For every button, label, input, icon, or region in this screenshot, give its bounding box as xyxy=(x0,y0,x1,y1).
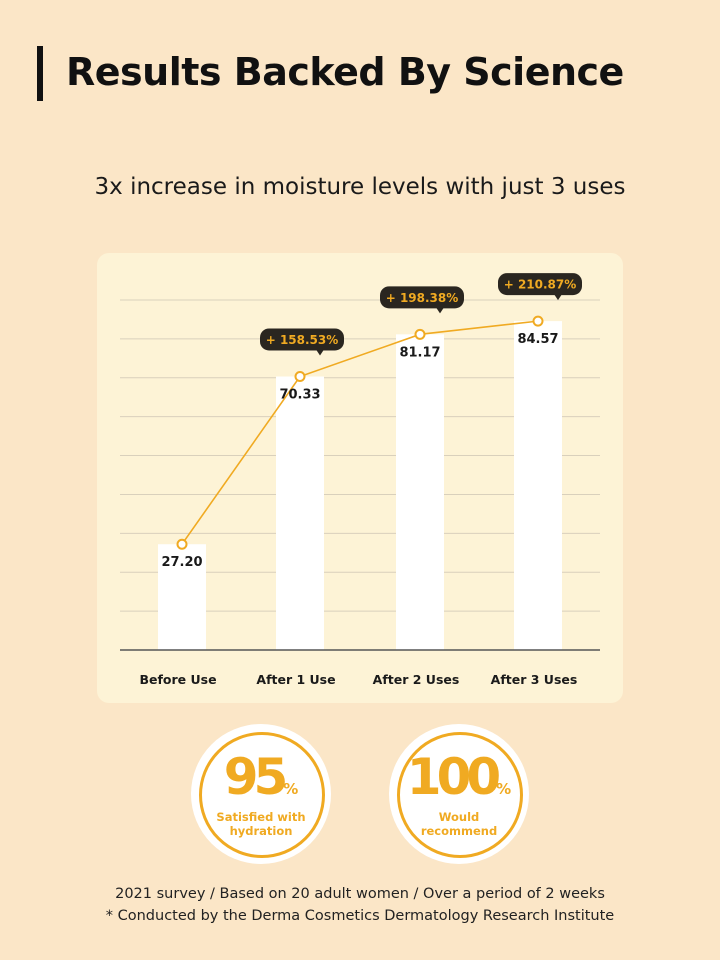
callout-bubble xyxy=(498,273,582,296)
x-tick-label-2: After 2 Uses xyxy=(373,672,460,687)
moisture-chart: 27.20 Before Use 70.33 After 1 Use + 158.53%… xyxy=(120,273,600,687)
x-tick-label-3: After 3 Uses xyxy=(491,672,578,687)
callout-text: + 210.87% xyxy=(504,278,577,292)
data-point-3 xyxy=(532,315,544,327)
bar-1 xyxy=(276,376,324,650)
stat-label-line1: Would xyxy=(438,810,480,824)
badge-ring xyxy=(199,732,325,858)
stat-number: 100 xyxy=(406,748,501,806)
stat-value: 95% xyxy=(191,748,331,806)
callout-2: + 198.38% xyxy=(380,286,464,314)
callout-1: + 158.53% xyxy=(260,328,344,356)
callout-bubble xyxy=(380,286,464,309)
title-accent-bar xyxy=(37,46,43,101)
x-tick-label-1: After 1 Use xyxy=(256,672,335,687)
callout-text: + 198.38% xyxy=(386,291,459,305)
badge-ring xyxy=(397,732,523,858)
stat-badge-recommend: 100% Would recommend xyxy=(389,724,529,864)
footnote-institute: * Conducted by the Derma Cosmetics Derma… xyxy=(105,908,615,924)
data-point-2 xyxy=(414,328,426,340)
bar-0 xyxy=(158,544,206,650)
stat-badge-satisfied: 95% Satisfied with hydration xyxy=(191,724,331,864)
callout-pointer xyxy=(316,349,324,356)
x-tick-label-0: Before Use xyxy=(139,672,216,687)
chart-card: 27.20 Before Use 70.33 After 1 Use + 158.53%… xyxy=(97,253,623,703)
stat-label: Would recommend xyxy=(389,810,529,838)
page-subtitle: 3x increase in moisture levels with just… xyxy=(94,174,626,200)
stat-label: Satisfied with hydration xyxy=(191,810,331,838)
value-label-1: 70.33 xyxy=(279,387,320,402)
callout-text: + 158.53% xyxy=(266,333,339,347)
callout-bubble xyxy=(260,328,344,351)
stat-unit: % xyxy=(283,780,299,798)
bar-3 xyxy=(514,321,562,650)
stat-label-line1: Satisfied with xyxy=(216,810,306,824)
stat-unit: % xyxy=(496,780,512,798)
stat-label-line2: hydration xyxy=(229,824,293,838)
data-point-1 xyxy=(294,370,306,382)
callout-pointer xyxy=(554,294,562,301)
trend-line xyxy=(181,320,539,545)
callout-pointer xyxy=(436,307,444,314)
bar-2 xyxy=(396,334,444,650)
footnote-survey: 2021 survey / Based on 20 adult women / … xyxy=(115,886,605,902)
value-label-2: 81.17 xyxy=(399,345,440,360)
value-label-0: 27.20 xyxy=(161,555,202,570)
data-point-0 xyxy=(176,538,188,550)
stat-number: 95 xyxy=(223,748,289,806)
callout-3: + 210.87% xyxy=(498,273,582,301)
stat-value: 100% xyxy=(389,748,529,806)
value-label-3: 84.57 xyxy=(517,332,558,347)
page-title: Results Backed By Science xyxy=(66,50,624,94)
stat-label-line2: recommend xyxy=(420,824,498,838)
